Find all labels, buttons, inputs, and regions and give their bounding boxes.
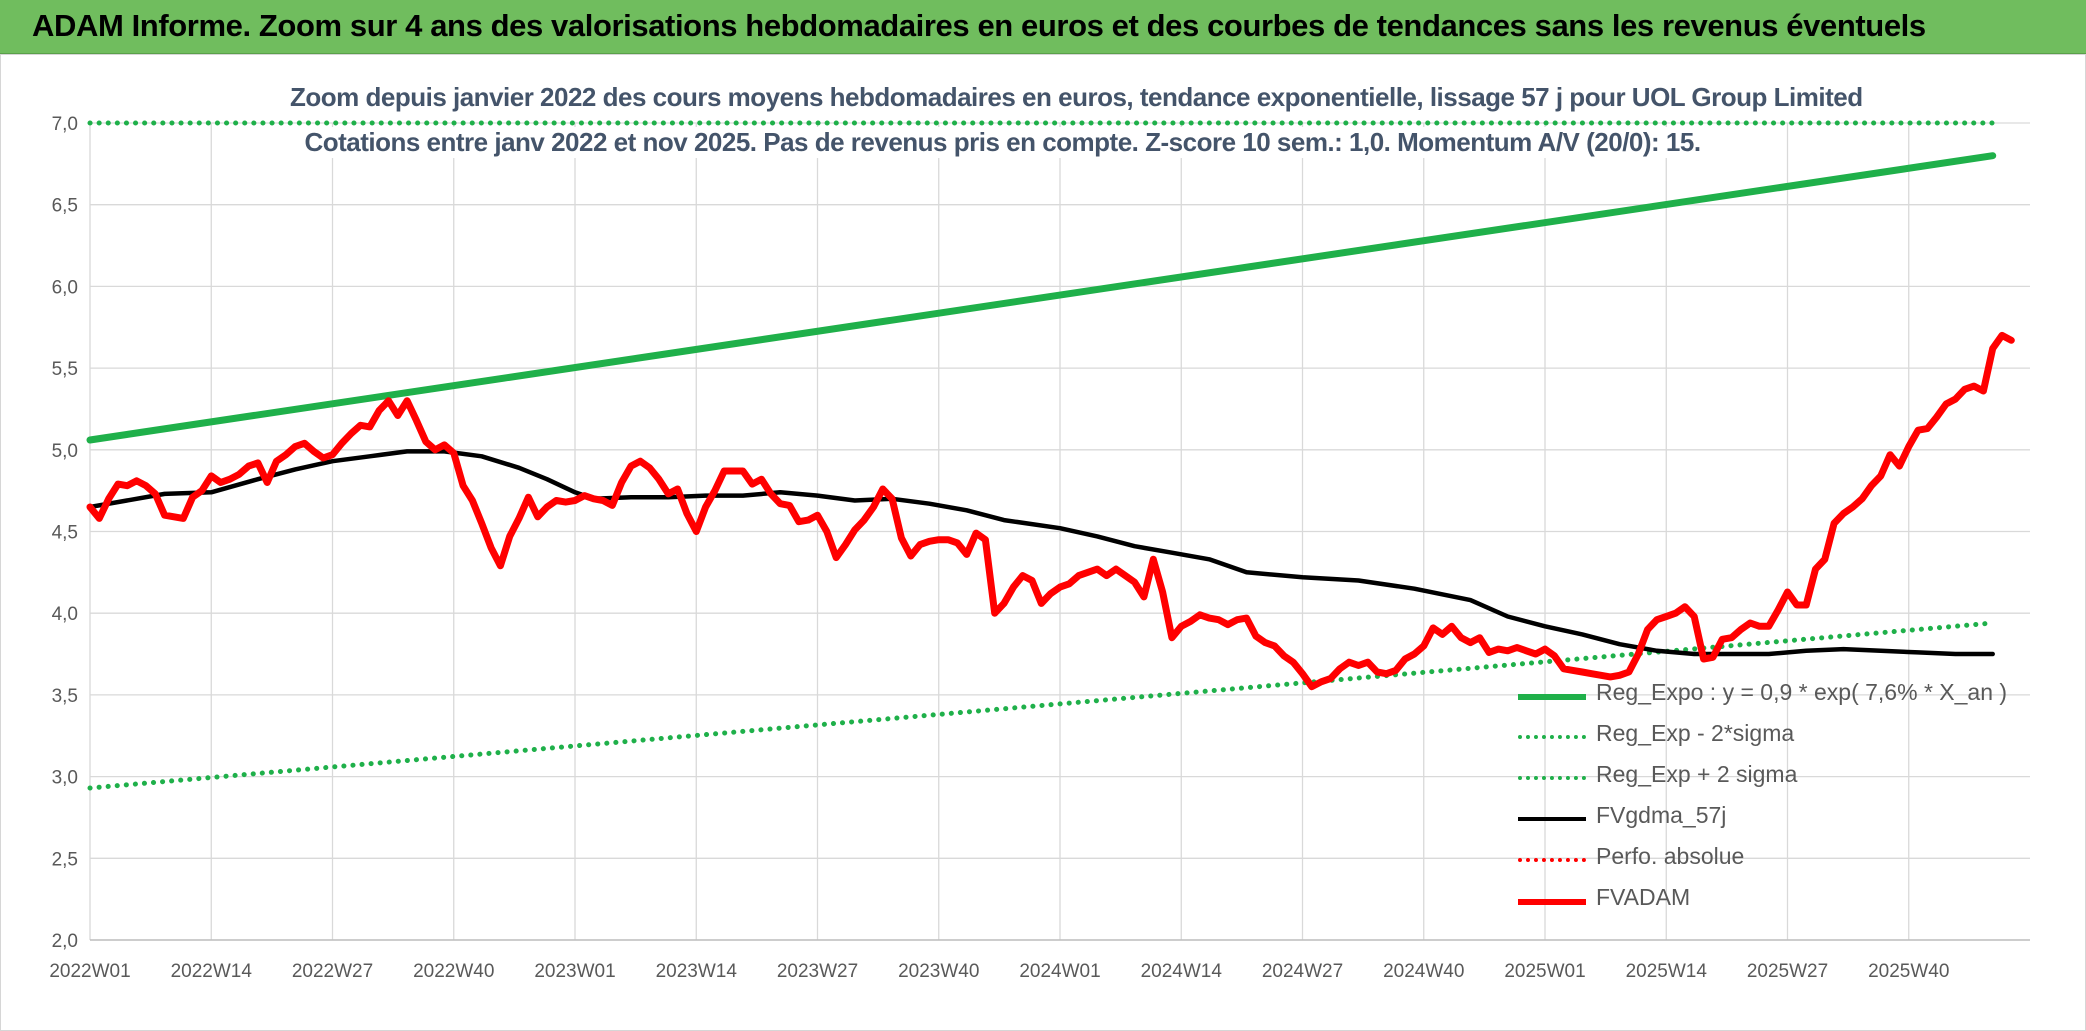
chart-frame [0,54,2086,1031]
y-axis-ticks: 2,0 2,5 3,0 3,5 4,0 4,5 5,0 5,5 6,0 6,5 7,0 [52,114,78,952]
legend-item: Perfo. absolue [1510,840,2010,881]
legend-swatch [1518,776,1586,780]
x-tick-label: 2024W01 [1019,961,1100,982]
x-tick-label: 2025W01 [1504,961,1585,982]
legend-label: FVADAM [1596,884,1691,910]
legend-label: FVgdma_57j [1596,802,1727,828]
x-tick-label: 2025W27 [1747,961,1828,982]
legend-label: Perfo. absolue [1596,843,1745,869]
series-line [86,331,2015,691]
report-title: ADAM Informe. Zoom sur 4 ans des valoris… [32,8,1926,43]
x-tick-label: 2024W40 [1383,961,1464,982]
y-tick-label: 7,0 [52,114,78,135]
x-tick-label: 2024W27 [1262,961,1343,982]
chart-subtitle: Cotations entre janv 2022 et nov 2025. P… [290,127,1715,158]
report-header: ADAM Informe. Zoom sur 4 ans des valoris… [0,0,2086,54]
legend-item: Reg_Exp + 2 sigma [1510,758,2010,799]
chart-title: Zoom depuis janvier 2022 des cours moyen… [290,82,1863,113]
y-tick-label: 6,5 [52,196,78,217]
legend-item: FVgdma_57j [1510,799,2010,840]
legend-swatch [1518,817,1586,821]
legend-label: Reg_Exp - 2*sigma [1596,720,1795,746]
series-line [86,152,1997,444]
legend-swatch [1518,858,1586,862]
x-tick-label: 2022W27 [292,961,373,982]
legend-item: FVADAM [1510,881,2010,922]
x-tick-label: 2024W14 [1141,961,1223,982]
legend-swatch [1518,899,1586,905]
y-tick-label: 5,0 [52,441,78,462]
x-tick-label: 2023W14 [656,961,738,982]
legend-swatch [1518,694,1586,700]
y-tick-label: 3,5 [52,686,78,707]
x-tick-label: 2022W14 [171,961,253,982]
x-tick-label: 2022W40 [413,961,494,982]
y-tick-label: 6,0 [52,277,78,298]
legend-swatch [1518,735,1586,739]
legend-item: Reg_Expo : y = 0,9 * exp( 7,6% * X_an ) [1510,676,2010,717]
legend-item: Reg_Exp - 2*sigma [1510,717,2010,758]
legend-label: Reg_Exp + 2 sigma [1596,761,1798,787]
x-axis-ticks: 2022W01 2022W14 2022W27 2022W40 2023W01 2023W… [49,961,1949,982]
y-tick-label: 3,0 [52,768,78,789]
x-tick-label: 2023W01 [534,961,615,982]
legend-label: Reg_Expo : y = 0,9 * exp( 7,6% * X_an ) [1596,679,2008,705]
x-tick-label: 2023W27 [777,961,858,982]
series-line [87,449,1995,657]
y-tick-label: 2,5 [52,849,78,870]
y-tick-label: 5,5 [52,359,78,380]
x-tick-label: 2023W40 [898,961,979,982]
y-tick-label: 4,0 [52,604,78,625]
x-tick-label: 2022W01 [49,961,130,982]
y-tick-label: 2,0 [52,931,78,952]
chart-legend: Reg_Expo : y = 0,9 * exp( 7,6% * X_an ) R… [1510,676,2010,922]
y-tick-label: 4,5 [52,523,78,544]
x-tick-label: 2025W40 [1868,961,1949,982]
x-tick-label: 2025W14 [1626,961,1708,982]
series-layer [86,120,2015,791]
